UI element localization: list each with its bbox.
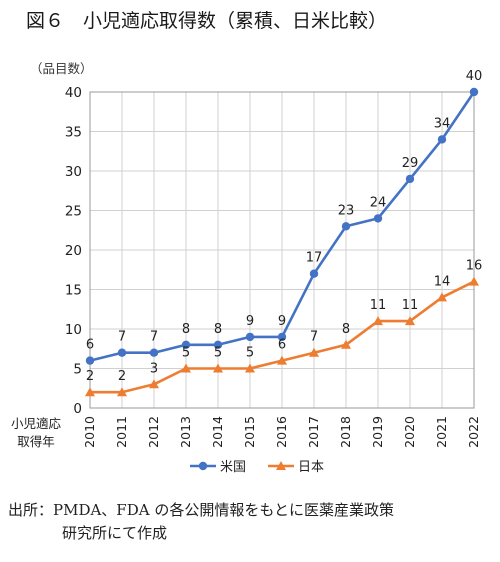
data-label-1-2011: 2 xyxy=(118,369,126,384)
y-tick-labels: 0 5 10 15 20 25 30 35 40 xyxy=(65,85,82,417)
data-label-0-2022: 40 xyxy=(466,69,483,84)
point-1-2015 xyxy=(245,363,255,373)
data-label-0-2013: 8 xyxy=(182,322,190,337)
data-label-1-2016: 6 xyxy=(278,338,286,353)
point-0-2011 xyxy=(117,348,127,357)
point-0-2013 xyxy=(181,340,191,349)
point-0-2022 xyxy=(469,87,479,97)
series-1: 2 2 3 5 5 5 6 7 8 11 11 14 16 xyxy=(85,259,482,397)
gridlines xyxy=(90,91,474,409)
point-0-2017 xyxy=(309,269,319,278)
data-label-0-2012: 7 xyxy=(150,330,158,345)
data-label-1-2012: 3 xyxy=(150,361,158,376)
point-1-2018 xyxy=(341,339,351,349)
data-label-0-2019: 24 xyxy=(370,195,387,210)
legend-label-1: 日本 xyxy=(298,460,324,475)
x-tick-label-2012: 2012 xyxy=(146,416,161,448)
y-tick-label-35: 35 xyxy=(65,125,82,141)
point-1-2012 xyxy=(149,379,159,389)
point-1-2017 xyxy=(309,347,319,357)
y-tick-label-30: 30 xyxy=(65,164,82,180)
x-tick-label-2019: 2019 xyxy=(370,416,385,448)
data-label-0-2010: 6 xyxy=(86,338,94,353)
data-label-0-2021: 34 xyxy=(434,116,451,131)
point-1-2020 xyxy=(405,316,415,326)
data-label-1-2021: 14 xyxy=(434,274,451,289)
point-1-2016 xyxy=(277,355,287,365)
legend-label-0: 米国 xyxy=(220,460,246,475)
y-tick-label-20: 20 xyxy=(65,243,82,259)
x-tick-labels: 2010 2011 2012 2013 2014 2015 2016 2017 2018 2019… xyxy=(82,416,481,448)
data-label-0-2011: 7 xyxy=(118,330,126,345)
point-0-2010 xyxy=(85,356,95,365)
x-tick-label-2022: 2022 xyxy=(466,416,481,448)
legend-marker-1 xyxy=(276,461,286,470)
point-0-2018 xyxy=(341,222,351,231)
point-0-2012 xyxy=(149,348,159,357)
y-tick-label-0: 0 xyxy=(73,401,82,417)
x-axis-label-line2: 取得年 xyxy=(17,434,55,449)
x-tick-label-2018: 2018 xyxy=(338,416,353,448)
point-0-2021 xyxy=(437,135,447,144)
data-label-0-2020: 29 xyxy=(402,156,419,171)
point-1-2011 xyxy=(117,387,127,397)
point-0-2014 xyxy=(213,340,223,349)
data-label-0-2017: 17 xyxy=(306,251,323,266)
x-axis-label-line1: 小児適応 xyxy=(11,416,62,431)
point-1-2010 xyxy=(85,387,95,397)
legend: 米国 日本 xyxy=(190,460,324,475)
legend-item-1: 日本 xyxy=(268,460,324,475)
data-label-1-2019: 11 xyxy=(370,298,387,313)
data-label-0-2015: 9 xyxy=(246,314,254,329)
data-label-1-2020: 11 xyxy=(402,298,419,313)
x-tick-label-2014: 2014 xyxy=(210,416,225,448)
point-0-2020 xyxy=(405,174,415,184)
point-1-2019 xyxy=(373,316,383,326)
data-label-1-2013: 5 xyxy=(182,346,190,361)
x-tick-label-2011: 2011 xyxy=(114,416,129,448)
data-label-1-2018: 8 xyxy=(342,322,350,337)
y-tick-label-5: 5 xyxy=(73,362,82,378)
x-tick-label-2013: 2013 xyxy=(178,416,193,448)
plot-frame xyxy=(89,91,475,409)
point-1-2014 xyxy=(213,363,223,373)
source-note-line1: 出所：PMDA、FDA の各公開情報をもとに医薬産業政策 xyxy=(8,501,394,519)
point-0-2016 xyxy=(277,332,287,342)
data-label-1-2014: 5 xyxy=(214,346,222,361)
y-tick-label-25: 25 xyxy=(65,204,82,220)
point-1-2013 xyxy=(181,363,191,373)
y-tick-label-40: 40 xyxy=(65,85,82,101)
y-axis-unit-label: （品目数） xyxy=(30,61,93,76)
source-note-line2: 研究所にて作成 xyxy=(62,524,167,542)
x-tick-label-2015: 2015 xyxy=(242,416,257,448)
point-1-2021 xyxy=(437,292,447,302)
data-label-0-2016: 9 xyxy=(278,314,286,329)
x-tick-label-2017: 2017 xyxy=(306,416,321,448)
series-0: 6 7 7 8 8 9 9 17 23 24 29 34 40 xyxy=(85,69,483,365)
data-label-1-2022: 16 xyxy=(466,259,483,274)
point-0-2015 xyxy=(245,332,255,342)
point-0-2019 xyxy=(373,214,383,223)
x-tick-label-2021: 2021 xyxy=(434,416,449,448)
legend-marker-0 xyxy=(198,461,208,471)
x-tick-label-2016: 2016 xyxy=(274,416,289,448)
chart-title: 図６ 小児適応取得数（累積、日米比較） xyxy=(26,10,387,32)
data-label-0-2014: 8 xyxy=(214,322,222,337)
legend-item-0: 米国 xyxy=(190,460,246,475)
x-tick-label-2020: 2020 xyxy=(402,416,417,448)
y-tick-label-10: 10 xyxy=(65,322,82,338)
data-label-1-2015: 5 xyxy=(246,346,254,361)
x-tick-label-2010: 2010 xyxy=(82,416,97,448)
data-label-1-2010: 2 xyxy=(86,369,94,384)
y-tick-label-15: 15 xyxy=(65,283,82,299)
data-label-0-2018: 23 xyxy=(338,203,355,218)
data-label-1-2017: 7 xyxy=(310,330,318,345)
point-1-2022 xyxy=(469,276,479,286)
